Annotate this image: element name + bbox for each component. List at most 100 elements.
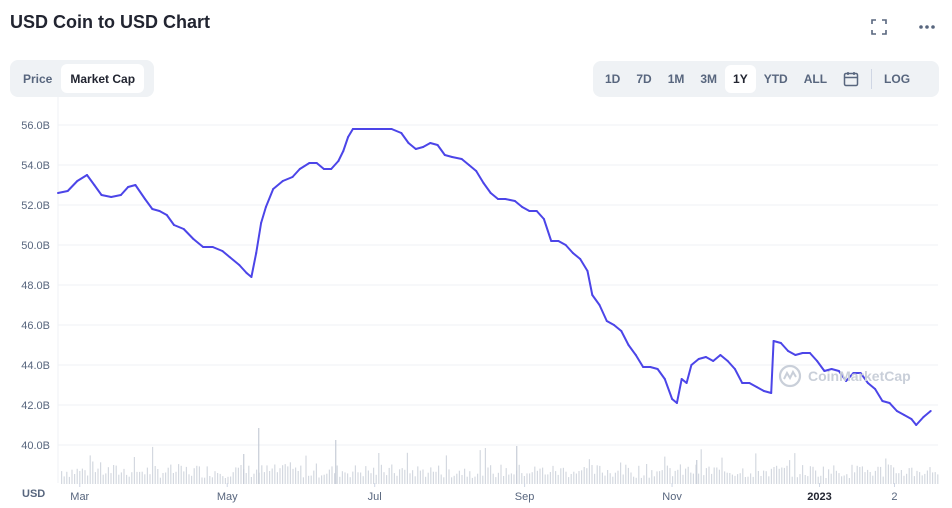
y-tick-label: 40.0B (21, 440, 50, 452)
volume-bar (183, 471, 185, 484)
volume-bar (895, 473, 897, 484)
volume-bar (887, 464, 889, 484)
volume-bar (497, 472, 499, 484)
volume-bar (92, 461, 94, 484)
volume-bar (763, 470, 765, 484)
volume-bar (565, 471, 567, 484)
volume-bar (399, 469, 401, 484)
volume-bar (534, 466, 536, 484)
volume-bar (362, 476, 364, 484)
y-axis: 40.0B 42.0B 44.0B 46.0B 48.0B 50.0B 52.0B 54.0B… (21, 120, 50, 452)
volume-bar (916, 470, 918, 484)
volume-bar (370, 473, 372, 484)
data-point (579, 258, 582, 260)
volume-bar (490, 465, 492, 484)
volume-bar (926, 470, 928, 484)
volume-bar (222, 476, 224, 484)
range-7d[interactable]: 7D (636, 72, 652, 86)
data-point (627, 344, 630, 346)
volume-bar (802, 465, 804, 484)
volume-bar (601, 472, 603, 484)
data-point (881, 400, 884, 402)
data-point (922, 416, 925, 418)
volume-bar (643, 475, 645, 484)
volume-bar (705, 468, 707, 484)
more-icon[interactable] (916, 16, 938, 38)
range-1d[interactable]: 1D (605, 72, 621, 86)
volume-bar (627, 467, 629, 484)
volume-bar (646, 464, 648, 484)
range-ytd[interactable]: YTD (763, 72, 788, 86)
volume-bar (677, 469, 679, 484)
volume-bar (752, 476, 754, 484)
volume-bar (713, 467, 715, 484)
volume-bar (388, 467, 390, 484)
volume-bar (586, 468, 588, 484)
volume-bar (838, 473, 840, 484)
volume-bar (560, 468, 562, 484)
volume-bar (708, 466, 710, 484)
volume-bar (461, 475, 463, 484)
price-tab[interactable]: Price (23, 71, 53, 86)
volume-bar (755, 453, 757, 484)
data-point (100, 194, 103, 196)
volume-bar (336, 465, 338, 484)
volume-bar (432, 471, 434, 484)
data-point (347, 136, 350, 138)
log-scale-toggle[interactable]: LOG (884, 72, 911, 86)
data-point (704, 356, 707, 358)
volume-bar (308, 475, 310, 484)
volume-bar (105, 473, 107, 484)
volume-bar (807, 476, 809, 484)
range-all[interactable]: ALL (803, 72, 828, 86)
volume-bar (175, 471, 177, 484)
data-point (801, 352, 804, 354)
volume-bar (328, 469, 330, 484)
range-1m[interactable]: 1M (667, 72, 685, 86)
volume-bar (206, 466, 208, 484)
volume-bar (139, 471, 141, 484)
x-axis: Mar May Jul Sep Nov 2023 2 (70, 483, 898, 503)
data-point (76, 180, 79, 182)
volume-bar (162, 473, 164, 484)
volume-bar (198, 466, 200, 484)
volume-bar (302, 477, 304, 484)
data-point (291, 176, 294, 178)
volume-bar (604, 475, 606, 484)
data-point (436, 144, 439, 146)
volume-bar (393, 473, 395, 484)
volume-bar (128, 476, 130, 484)
range-3m[interactable]: 3M (700, 72, 718, 86)
data-point (110, 196, 113, 198)
range-divider (871, 69, 873, 89)
data-point (308, 162, 311, 164)
data-point (119, 194, 122, 196)
market-cap-tab[interactable]: Market Cap (61, 64, 145, 93)
data-point (337, 160, 340, 162)
volume-bar (516, 446, 518, 484)
volume-bar (893, 467, 895, 484)
volume-bar (245, 473, 247, 484)
volume-bar (409, 473, 411, 484)
data-point (371, 128, 374, 130)
volume-bar (292, 468, 294, 484)
data-point (845, 380, 848, 382)
volume-bar (661, 470, 663, 484)
y-tick-label: 46.0B (21, 320, 50, 332)
volume-bar (744, 477, 746, 484)
volume-bar (232, 472, 234, 484)
volume-bar (822, 466, 824, 484)
calendar-icon[interactable] (835, 65, 867, 93)
range-1y[interactable]: 1Y (725, 65, 756, 93)
volume-bar (679, 464, 681, 484)
fullscreen-icon[interactable] (868, 16, 890, 38)
data-point (542, 218, 545, 220)
data-point (238, 264, 241, 266)
data-point (489, 192, 492, 194)
volume-bar (737, 474, 739, 484)
volume-bar (335, 440, 337, 484)
volume-bar (908, 468, 910, 484)
volume-bar (487, 467, 489, 484)
data-point (202, 246, 205, 248)
